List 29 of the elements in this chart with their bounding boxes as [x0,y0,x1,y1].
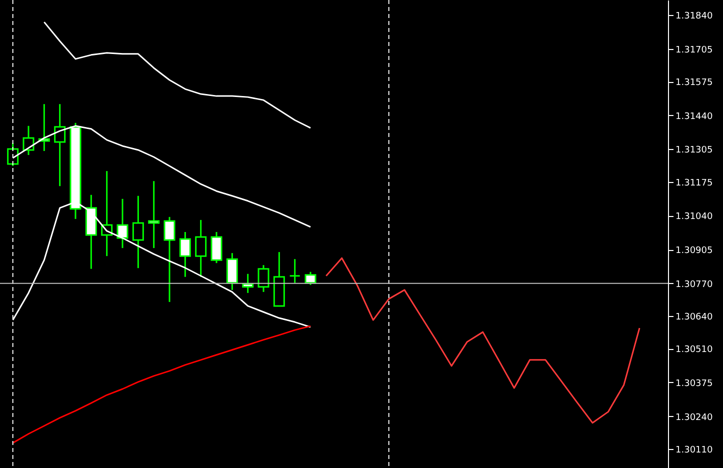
candlestick [164,216,176,303]
y-tick-label: 1.30770 [676,280,713,290]
candlestick [289,258,301,284]
candlestick [258,264,270,293]
y-tick-label: 1.31840 [676,12,713,22]
line-series [325,257,640,424]
candlestick [22,125,34,156]
y-tick-label: 1.31040 [676,212,713,222]
candlestick [195,219,207,278]
line-series [12,325,312,444]
line-series [43,21,312,129]
y-tick-label: 1.31575 [676,78,713,88]
y-tick-label: 1.30110 [676,445,713,456]
candlestick [132,195,144,269]
y-tick-label: 1.31175 [676,178,713,188]
candlestick [304,271,316,286]
candlestick [210,231,222,264]
y-tick-label: 1.30905 [676,246,713,256]
y-tick-label: 1.31440 [676,112,713,122]
y-tick-label: 1.31705 [676,45,713,56]
y-tick-label: 1.30240 [676,412,713,423]
y-tick-label: 1.30640 [676,312,713,323]
candlestick [179,231,191,278]
candlestick [148,180,160,249]
y-tick-label: 1.30375 [676,378,713,389]
y-tick-label: 1.30510 [676,345,713,356]
candlestick [226,252,238,291]
y-tick-label: 1.31305 [676,146,713,156]
candlestick [54,103,66,187]
